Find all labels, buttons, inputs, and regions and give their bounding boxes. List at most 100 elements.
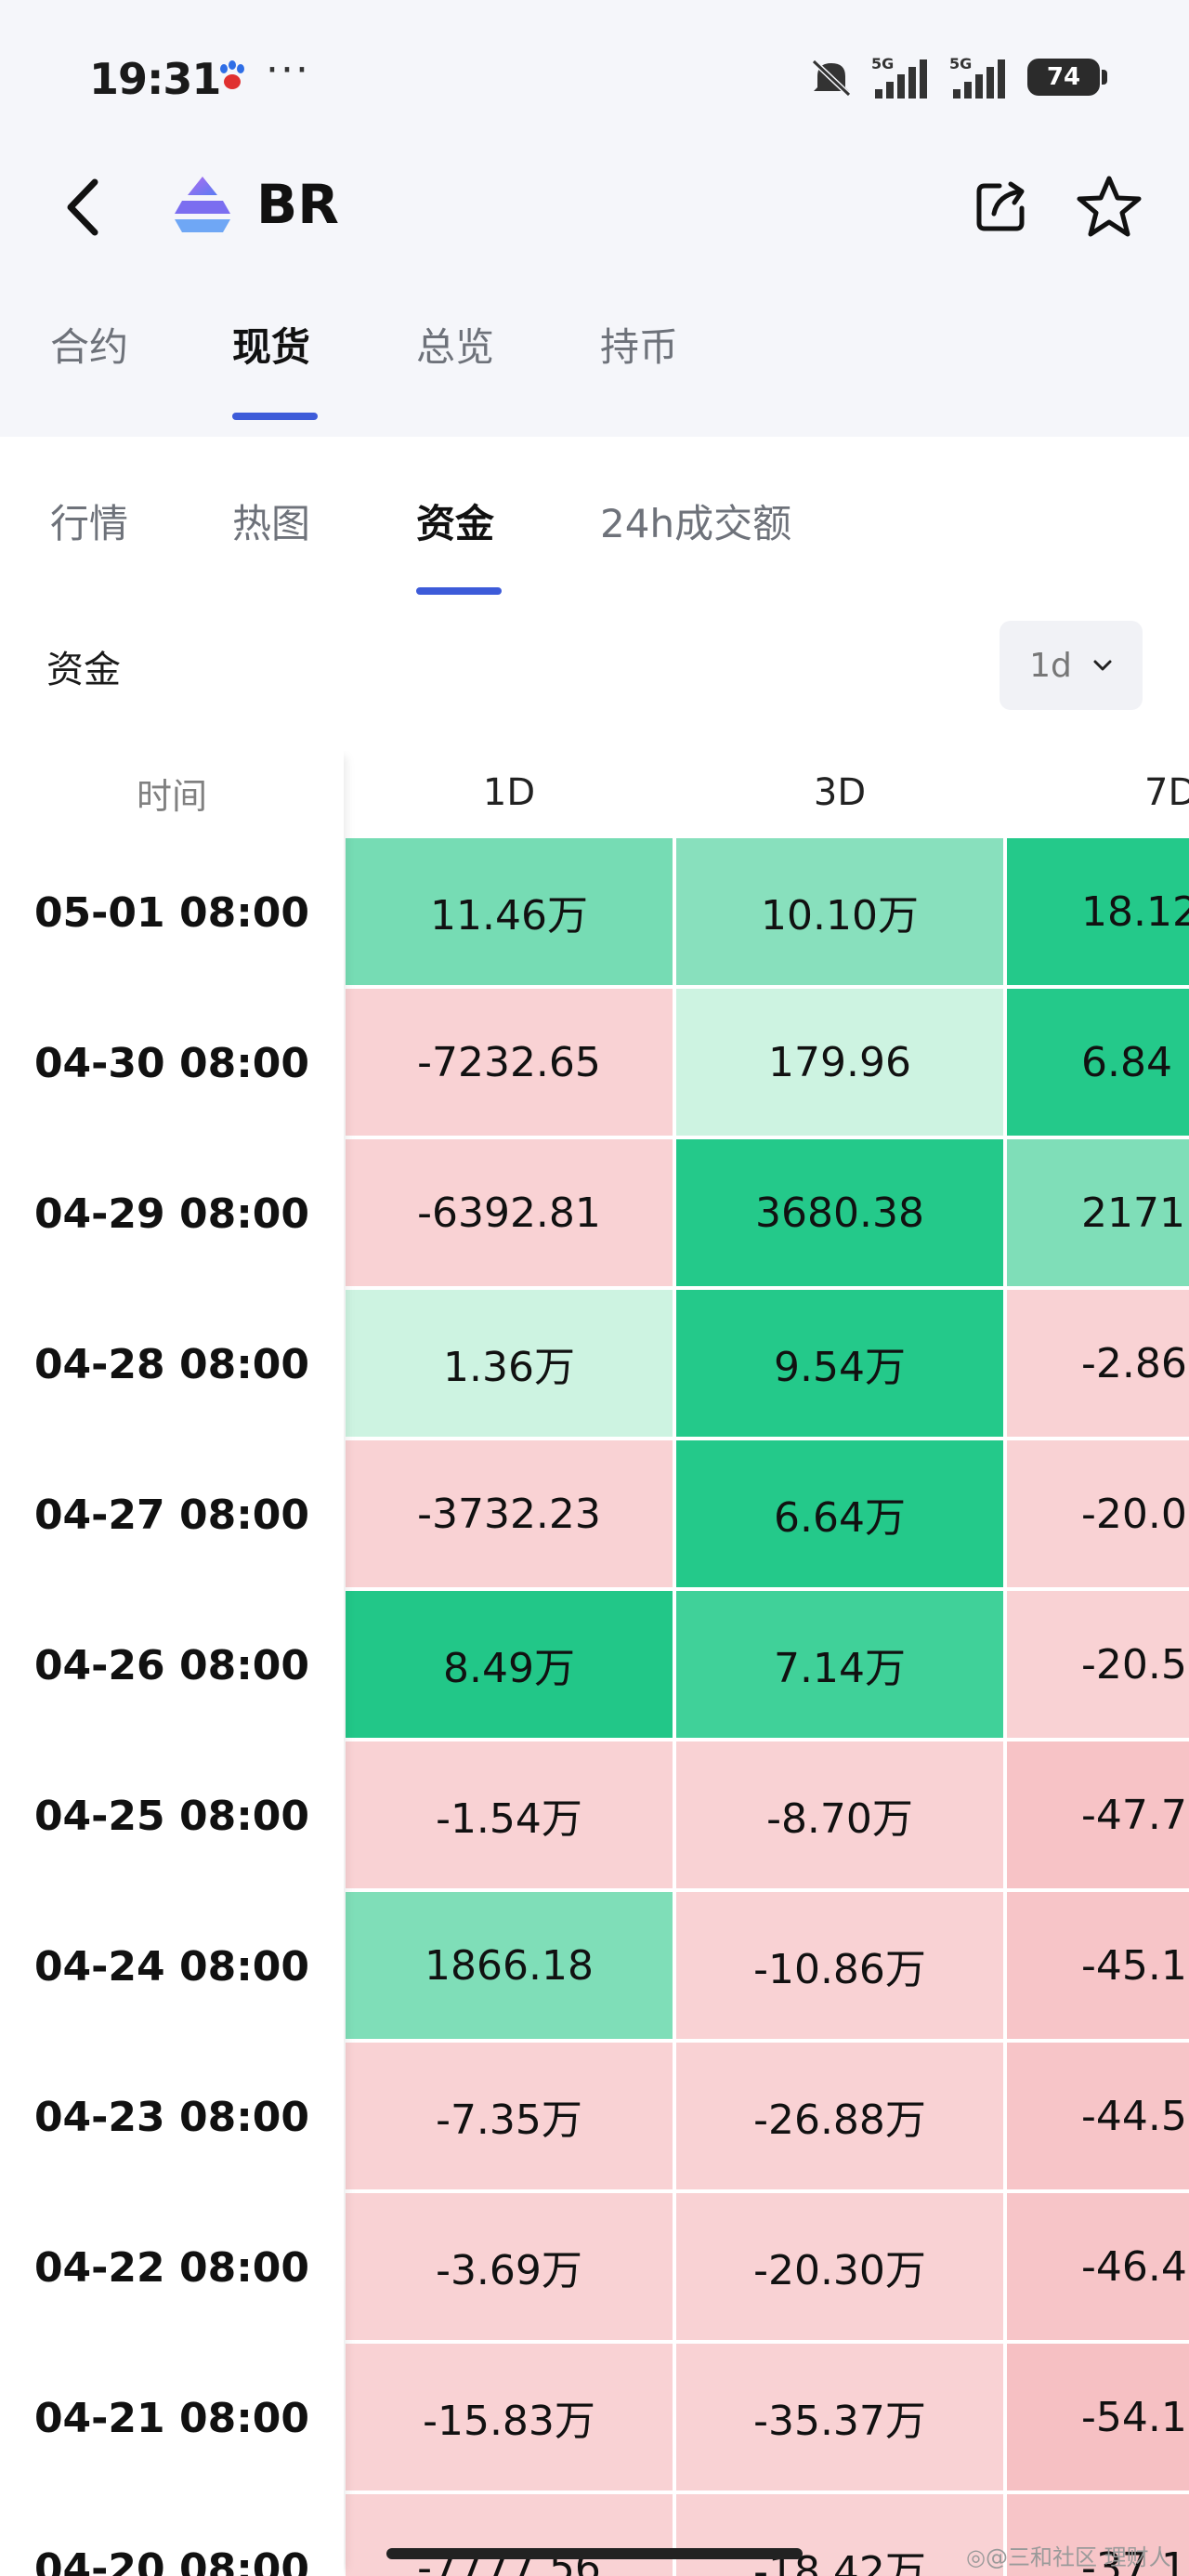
status-more-dots: ···: [266, 46, 310, 94]
header-3d[interactable]: 3D: [813, 771, 867, 814]
fund-cell-d1: -3.69万: [346, 2193, 673, 2340]
fund-value: 6.64万: [774, 1494, 906, 1542]
fund-value: -10.86万: [753, 1946, 926, 1993]
sub-tab-indicator: [416, 587, 502, 595]
fund-cell-d3: 7.14万: [676, 1591, 1003, 1738]
fund-cell-d3: 6.64万: [676, 1440, 1003, 1587]
fund-cell-d7: -20.5: [1007, 1591, 1189, 1738]
fund-cell-d3: -18.42万: [676, 2494, 1003, 2576]
fund-value: -20.30万: [753, 2247, 926, 2294]
fund-value: 1.36万: [443, 1344, 575, 1391]
fund-cell-d1: 1.36万: [346, 1290, 673, 1437]
row-time: 04-28 08:00: [33, 1340, 310, 1388]
row-time: 04-30 08:00: [33, 1039, 310, 1087]
fund-value: -7232.65: [417, 1038, 601, 1086]
fund-cell-d1: 8.49万: [346, 1591, 673, 1738]
fund-value: 6.84: [1081, 1038, 1172, 1086]
fund-value: -46.4: [1081, 2242, 1187, 2291]
tab-overview[interactable]: 总览: [416, 324, 495, 370]
fund-cell-d1: -15.83万: [346, 2344, 673, 2491]
fund-value: -15.83万: [423, 2398, 595, 2445]
fund-cell-d3: 9.54万: [676, 1290, 1003, 1437]
fund-cell-d1: 11.46万: [346, 838, 673, 985]
token-logo: [175, 177, 230, 232]
home-indicator: [386, 2548, 803, 2559]
fund-value: 9.54万: [774, 1344, 906, 1391]
fund-value: -20.5: [1081, 1640, 1187, 1689]
fund-value: 3680.38: [755, 1189, 924, 1237]
row-time: 04-29 08:00: [33, 1189, 310, 1238]
fund-cell-d7: -20.0: [1007, 1440, 1189, 1587]
page-title: BR: [256, 173, 339, 236]
fund-cell-d7: -54.1: [1007, 2344, 1189, 2491]
fund-value: -6392.81: [417, 1189, 601, 1237]
baidu-paw-icon: [220, 60, 244, 89]
fund-value: -7.35万: [436, 2096, 582, 2144]
mute-bell-icon: [811, 59, 852, 98]
header-time: 时间: [136, 775, 207, 817]
fund-value: -37.1: [1081, 2543, 1187, 2576]
fund-value: -20.0: [1081, 1490, 1187, 1538]
main-tab-indicator: [232, 413, 318, 420]
fund-value: -35.37万: [753, 2398, 926, 2445]
fund-value: 18.12: [1081, 887, 1189, 936]
subtab-funds[interactable]: 资金: [416, 501, 495, 546]
favorite-star-icon[interactable]: [1076, 173, 1143, 240]
tab-holdings[interactable]: 持币: [600, 324, 679, 370]
row-time: 04-26 08:00: [33, 1641, 310, 1689]
fund-cell-d3: -20.30万: [676, 2193, 1003, 2340]
row-time: 04-23 08:00: [33, 2093, 310, 2141]
subtab-heatmap[interactable]: 热图: [232, 501, 311, 546]
back-arrow-icon[interactable]: [56, 175, 111, 240]
fund-cell-d7: -45.1: [1007, 1892, 1189, 2039]
fund-value: -8.70万: [766, 1795, 913, 1843]
row-time: 04-21 08:00: [33, 2394, 310, 2442]
fund-cell-d7: -46.4: [1007, 2193, 1189, 2340]
watermark: ◎@三和社区 理财人: [966, 2544, 1171, 2570]
fund-cell-d1: -3732.23: [346, 1440, 673, 1587]
svg-text:5G: 5G: [949, 55, 972, 72]
row-time: 04-22 08:00: [33, 2243, 310, 2292]
fund-value: -47.7: [1081, 1791, 1187, 1839]
fund-cell-d3: -35.37万: [676, 2344, 1003, 2491]
fund-value: 7.14万: [774, 1645, 906, 1692]
fund-cell-d3: -8.70万: [676, 1741, 1003, 1888]
subtab-24h-volume[interactable]: 24h成交额: [600, 501, 792, 546]
fund-cell-d1: -7232.65: [346, 989, 673, 1136]
time-column: 时间 05-01 08:00 04-30 08:00 04-29 08:00 04-2…: [0, 751, 344, 2576]
fund-cell-d3: -26.88万: [676, 2043, 1003, 2189]
signal-5g-icon-2: 5G: [949, 55, 1005, 99]
fund-value: 1866.18: [425, 1941, 594, 1990]
fund-cell-d7: -47.7: [1007, 1741, 1189, 1888]
fund-cell-d1: -1.54万: [346, 1741, 673, 1888]
fund-value: -1.54万: [436, 1795, 582, 1843]
fund-cell-d3: 10.10万: [676, 838, 1003, 985]
share-icon[interactable]: [972, 177, 1031, 236]
period-value: 1d: [1029, 646, 1072, 685]
fund-cell-d1: 1866.18: [346, 1892, 673, 2039]
period-dropdown[interactable]: 1d: [1000, 621, 1143, 710]
fund-value: 11.46万: [430, 892, 588, 940]
fund-cell-d1: -7777.56: [346, 2494, 673, 2576]
fund-value: 2171.: [1081, 1189, 1189, 1237]
row-time: 04-25 08:00: [33, 1792, 310, 1840]
fund-value: -2.86: [1081, 1339, 1187, 1387]
svg-text:5G: 5G: [871, 55, 894, 72]
header-7d[interactable]: 7D: [1144, 771, 1189, 814]
fund-value: 10.10万: [761, 892, 919, 940]
funds-table: 时间 05-01 08:00 04-30 08:00 04-29 08:00 04-2…: [0, 751, 1189, 2576]
fund-cell-d3: -10.86万: [676, 1892, 1003, 2039]
fund-cell-d7: -2.86: [1007, 1290, 1189, 1437]
subtab-market[interactable]: 行情: [50, 501, 129, 546]
chevron-down-icon: [1093, 660, 1112, 671]
fund-cell-d1: -7.35万: [346, 2043, 673, 2189]
header-1d[interactable]: 1D: [482, 771, 536, 814]
fund-cell-d7: 18.12: [1007, 838, 1189, 985]
fund-cell-d7: -37.1: [1007, 2494, 1189, 2576]
fund-value: -45.1: [1081, 1941, 1187, 1990]
fund-cell-d7: 2171.: [1007, 1139, 1189, 1286]
row-time: 04-20 08:00: [33, 2544, 310, 2576]
row-time: 04-27 08:00: [33, 1491, 310, 1539]
tab-spot[interactable]: 现货: [232, 324, 311, 370]
tab-contract[interactable]: 合约: [50, 324, 129, 370]
